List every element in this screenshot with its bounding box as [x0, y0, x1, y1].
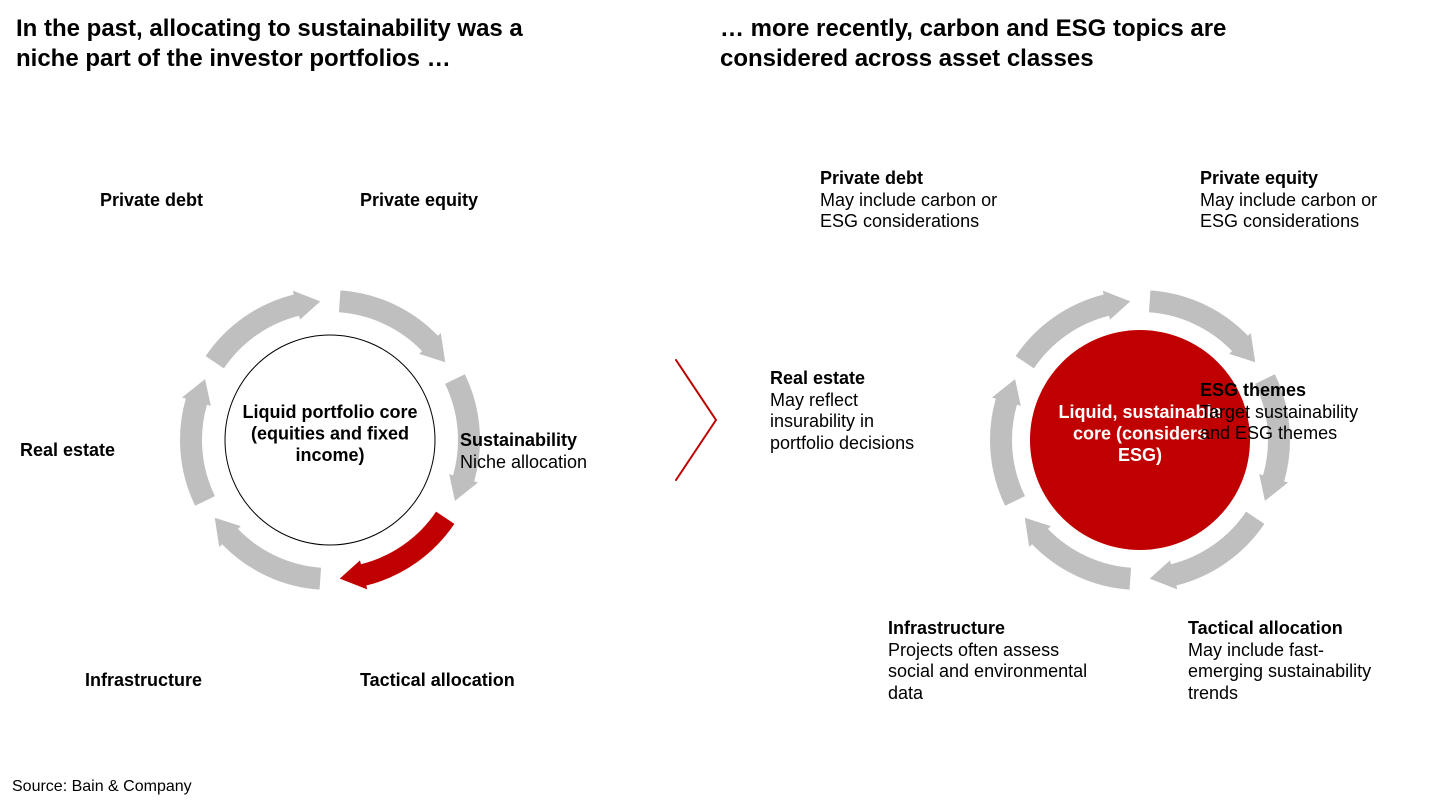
chevron-icon	[670, 350, 720, 490]
left-label-5: Real estate	[20, 440, 160, 462]
right-label-title-2: ESG themes	[1200, 380, 1380, 402]
left-diagram: Liquid portfolio core(equities and fixed…	[10, 40, 650, 760]
left-label-title-3: Tactical allocation	[360, 670, 580, 692]
left-ring-svg: Liquid portfolio core(equities and fixed…	[10, 40, 650, 760]
right-label-sub-2: Target sustainability and ESG themes	[1200, 402, 1380, 445]
right-label-4: InfrastructureProjects often assess soci…	[888, 618, 1088, 704]
right-diagram: Liquid, sustainablecore (considersESG) P…	[820, 40, 1440, 760]
source-attribution: Source: Bain & Company	[12, 778, 192, 796]
transition-chevron	[670, 350, 720, 490]
left-label-0: Private debt	[100, 190, 260, 212]
right-label-sub-3: May include fast-emerging sustainability…	[1188, 640, 1388, 705]
left-label-title-0: Private debt	[100, 190, 260, 212]
right-label-title-4: Infrastructure	[888, 618, 1088, 640]
left-label-4: Infrastructure	[85, 670, 285, 692]
left-label-title-4: Infrastructure	[85, 670, 285, 692]
chevron-right-icon	[676, 360, 716, 480]
left-label-title-5: Real estate	[20, 440, 160, 462]
right-label-sub-1: May include carbon or ESG considerations	[1200, 190, 1380, 233]
left-label-sub-2: Niche allocation	[460, 452, 660, 474]
ring-segment-2	[340, 512, 455, 590]
ring-segment-4	[180, 379, 215, 506]
right-label-5: Real estateMay reflect insurability in p…	[770, 368, 930, 454]
right-label-title-1: Private equity	[1200, 168, 1380, 190]
left-label-title-2: Sustainability	[460, 430, 660, 452]
left-center-text: Liquid portfolio core(equities and fixed…	[243, 402, 418, 465]
ring-segment-5	[206, 291, 321, 369]
ring-segment-3	[215, 518, 321, 590]
right-label-title-5: Real estate	[770, 368, 930, 390]
right-label-title-0: Private debt	[820, 168, 1000, 190]
right-label-1: Private equityMay include carbon or ESG …	[1200, 168, 1380, 233]
page: In the past, allocating to sustainabilit…	[0, 0, 1440, 810]
right-label-0: Private debtMay include carbon or ESG co…	[820, 168, 1000, 233]
left-label-2: SustainabilityNiche allocation	[460, 430, 660, 473]
right-label-2: ESG themesTarget sustainability and ESG …	[1200, 380, 1380, 445]
ring-segment-0	[339, 290, 445, 362]
left-label-3: Tactical allocation	[360, 670, 580, 692]
right-label-sub-0: May include carbon or ESG considerations	[820, 190, 1000, 233]
left-label-title-1: Private equity	[360, 190, 540, 212]
right-label-sub-5: May reflect insurability in portfolio de…	[770, 390, 930, 455]
ring-segment-4	[990, 379, 1025, 506]
right-label-sub-4: Projects often assess social and environ…	[888, 640, 1088, 705]
right-label-title-3: Tactical allocation	[1188, 618, 1388, 640]
right-label-3: Tactical allocationMay include fast-emer…	[1188, 618, 1388, 704]
left-label-1: Private equity	[360, 190, 540, 212]
